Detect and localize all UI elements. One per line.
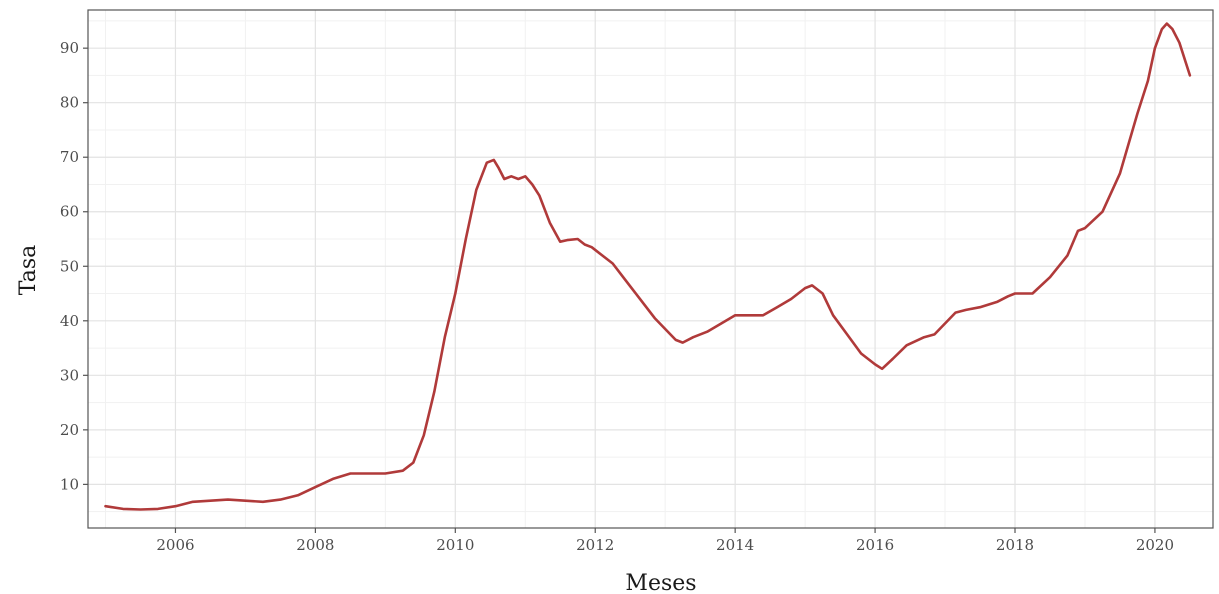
x-tick-label: 2018: [996, 536, 1034, 554]
series-layer: [104, 22, 1192, 511]
y-tick-label: 40: [60, 312, 79, 330]
plot-panel-border: [87, 9, 1214, 529]
y-tick-label: 50: [60, 257, 79, 275]
series-line: [104, 22, 1192, 511]
x-tick-label: 2016: [856, 536, 894, 554]
y-tick-label: 30: [60, 366, 79, 384]
y-tick-label: 20: [60, 421, 79, 439]
axis-ticks: 2006 2008 2010 2012 2014 2016 2018 2020 10 20 30 40…: [60, 39, 1174, 554]
y-tick-label: 70: [60, 148, 79, 166]
grid-lines: [88, 10, 1213, 528]
x-tick-label: 2008: [296, 536, 334, 554]
y-tick-label: 10: [60, 475, 79, 493]
y-tick-label: 80: [60, 94, 79, 112]
x-tick-label: 2012: [576, 536, 614, 554]
x-tick-label: 2010: [436, 536, 474, 554]
y-axis-title: Tasa: [16, 245, 41, 296]
y-tick-label: 60: [60, 203, 79, 221]
x-axis-title: Meses: [625, 571, 696, 594]
x-tick-label: 2014: [716, 536, 754, 554]
y-tick-label: 90: [60, 39, 79, 57]
x-tick-label: 2006: [156, 536, 194, 554]
x-tick-label: 2020: [1136, 536, 1174, 554]
